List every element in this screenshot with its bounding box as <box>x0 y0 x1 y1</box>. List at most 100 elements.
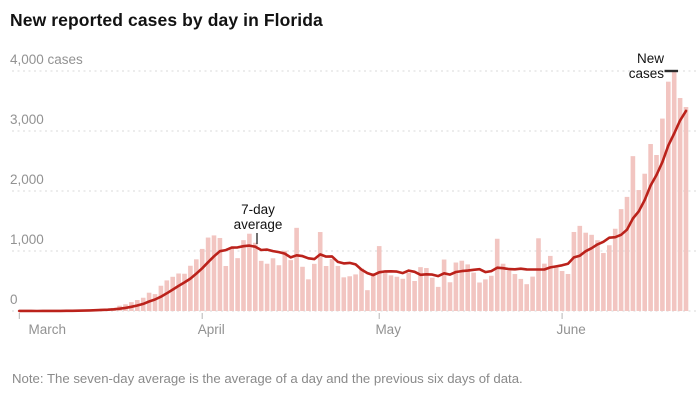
case-bar <box>388 275 394 311</box>
case-bar <box>648 144 653 311</box>
case-bar <box>471 272 476 311</box>
month-label: June <box>556 322 585 337</box>
case-bar <box>683 107 689 311</box>
case-bar <box>636 190 642 311</box>
case-bar <box>559 270 565 311</box>
case-bar <box>312 263 317 311</box>
annotation-new-cases: New cases <box>628 51 664 82</box>
case-bar <box>306 279 311 311</box>
annotation-7-day-average: 7-day average <box>233 202 283 233</box>
case-bar <box>548 255 553 311</box>
month-label: May <box>375 322 401 337</box>
case-bar <box>394 276 400 311</box>
case-bar <box>176 273 181 311</box>
case-bar <box>205 237 211 311</box>
case-bar <box>264 263 270 311</box>
case-bar <box>335 265 341 311</box>
footnote: Note: The seven-day average is the avera… <box>12 371 523 386</box>
case-bar <box>317 232 323 311</box>
case-bar <box>494 238 500 311</box>
case-bar <box>612 228 618 311</box>
y-tick-label: 3,000 <box>10 112 44 127</box>
case-bar <box>247 233 252 311</box>
case-bar <box>571 231 577 311</box>
case-bar <box>300 266 305 311</box>
month-label: April <box>198 322 225 337</box>
case-bar <box>412 281 417 311</box>
y-tick-label: 2,000 <box>10 172 44 187</box>
case-bar <box>152 294 158 311</box>
case-bar <box>282 250 288 311</box>
case-bar <box>589 234 594 311</box>
case-bar <box>400 278 406 311</box>
case-bar <box>188 265 193 311</box>
case-bar <box>618 209 624 311</box>
case-bar <box>359 268 364 311</box>
case-bar <box>276 265 282 311</box>
case-bar <box>624 196 630 311</box>
case-bar <box>341 277 347 311</box>
page-title: New reported cases by day in Florida <box>10 10 323 30</box>
case-bar <box>530 276 535 311</box>
case-bar <box>241 240 246 311</box>
case-bar <box>671 71 677 311</box>
case-bar <box>512 274 518 311</box>
case-bar <box>536 238 541 311</box>
case-bar <box>353 274 358 311</box>
case-bar <box>435 286 441 311</box>
y-tick-label: 1,000 <box>10 232 44 247</box>
case-bar <box>182 273 187 311</box>
case-bar <box>371 273 376 311</box>
case-bar <box>666 81 671 312</box>
case-bar <box>453 262 459 311</box>
case-bar <box>406 272 411 311</box>
case-bar <box>477 282 482 311</box>
case-bar <box>489 275 494 311</box>
case-bar <box>329 259 335 311</box>
case-bar <box>607 245 612 311</box>
case-bar <box>253 242 258 311</box>
case-bar <box>565 273 571 311</box>
case-bar <box>459 260 465 311</box>
case-bar <box>288 260 293 311</box>
case-bar <box>199 248 205 311</box>
case-bar <box>583 232 588 311</box>
y-tick-label: 4,000 cases <box>10 52 83 67</box>
case-bar <box>382 271 388 311</box>
case-bar <box>223 266 229 311</box>
x-axis: March April May June <box>18 313 586 337</box>
daily-case-bars <box>17 71 689 312</box>
month-label: March <box>29 322 67 337</box>
case-bar <box>376 246 382 311</box>
case-bar <box>553 267 559 311</box>
case-bar <box>235 258 240 311</box>
case-bar <box>347 276 352 311</box>
y-axis-labels: 4,000 cases 3,000 2,000 1,000 0 <box>10 52 83 307</box>
case-bar <box>424 268 429 311</box>
case-bar <box>483 279 488 311</box>
case-bar <box>294 227 299 311</box>
case-bar <box>323 266 329 311</box>
case-bar <box>430 277 435 311</box>
case-bar <box>217 237 223 311</box>
case-bar <box>418 267 423 311</box>
case-bar <box>524 284 529 311</box>
seven-day-average-line <box>18 109 688 313</box>
case-bar <box>601 253 606 311</box>
case-bar <box>158 285 164 311</box>
case-bar <box>170 276 175 311</box>
case-bar <box>447 282 453 311</box>
case-bar <box>654 155 659 311</box>
case-bar <box>211 235 217 311</box>
case-bar <box>630 156 636 311</box>
case-bar <box>506 270 512 311</box>
case-bar <box>365 290 370 311</box>
case-bar <box>229 248 234 311</box>
case-bar <box>577 225 583 311</box>
case-bar <box>660 118 665 311</box>
case-bar <box>595 240 600 311</box>
case-bar <box>194 259 199 311</box>
case-bar <box>258 260 264 311</box>
